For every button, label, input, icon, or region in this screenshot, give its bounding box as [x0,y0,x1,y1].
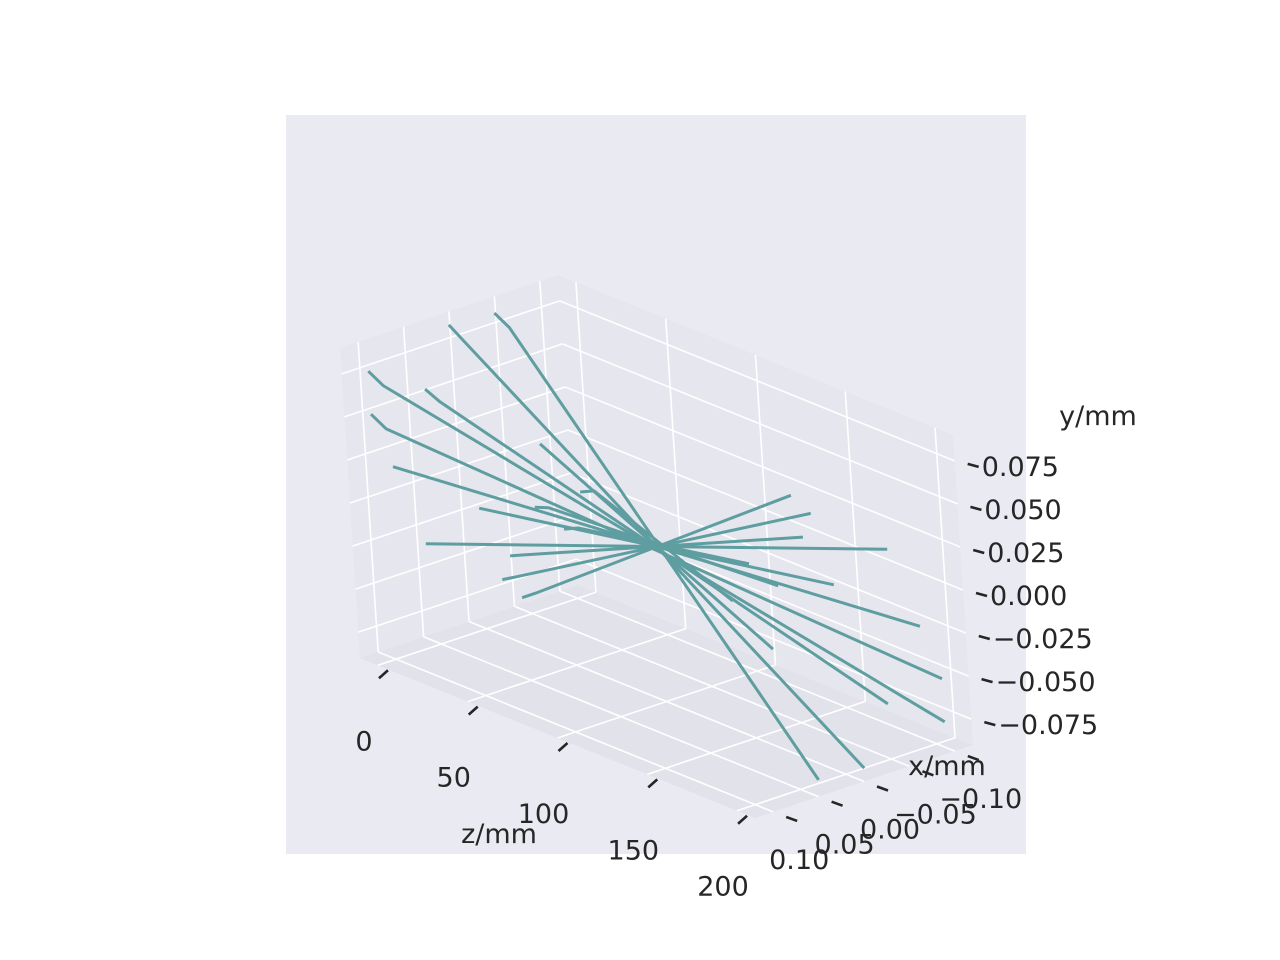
y-tick-label: 0.075 [982,452,1059,483]
grid-line [567,429,964,591]
series-line [369,413,943,681]
x-tick-mark [967,754,980,762]
grid-line [355,515,574,590]
series-line [425,542,888,551]
z-tick-label: 50 [437,763,471,794]
z-tick-mark [647,778,659,789]
y-tick-mark [975,591,988,598]
x-tick-mark [831,800,844,807]
y-tick-mark [978,634,991,641]
y-tick-label: −0.025 [993,624,1093,655]
y-tick-label: 0.050 [984,495,1061,526]
y-tick-mark [967,462,980,469]
y-tick-label: −0.050 [996,667,1096,698]
z-tick-mark [378,669,389,680]
series-line [534,505,779,588]
series-line [424,387,889,706]
x-tick-mark [921,770,934,777]
grid-line [352,472,572,547]
y-tick-mark [970,505,982,512]
grid-line [344,343,563,418]
grid-line [570,472,967,634]
grid-line [341,300,560,375]
y-tick-label: −0.075 [998,710,1098,741]
grid-line [514,605,910,768]
y-tick-label: 0.025 [987,538,1064,569]
z-tick-mark [557,742,569,752]
x-tick-label: 0.05 [815,830,875,861]
series-line [521,493,792,600]
x-tick-mark [785,815,798,823]
tick-labels: 0 50 100 150 200 −0.10−0.050.000.050.10 −0.075… [355,452,1098,903]
z-tick-label: 100 [518,799,570,830]
grid-line [564,386,961,548]
series-line [367,370,946,724]
grid-line [423,635,819,798]
z-tick-label: 150 [608,835,660,866]
grid-line [562,343,958,505]
series-line [509,535,803,558]
grid-line [559,300,955,462]
series-line [447,323,866,770]
x-axis-label: x/mm [908,751,986,782]
y-tick-mark [981,677,993,684]
z-tick-mark [467,705,479,716]
grid-line [468,620,865,783]
x-tick-label: 0.10 [769,845,829,876]
grid-line [346,386,566,461]
tick-marks [378,462,996,825]
y-tick-label: 0.000 [990,581,1067,612]
y-axis-label: y/mm [1059,401,1137,432]
z-tick-label: 0 [355,726,372,757]
grid-line [377,651,774,813]
y-tick-mark [983,720,996,727]
grid-line [349,429,569,504]
z-axis-label: z/mm [461,819,537,850]
x-tick-label: −0.10 [939,784,1022,815]
y-tick-mark [972,548,985,555]
series-line [580,489,734,603]
series-line [502,511,812,582]
grid-line [559,590,956,752]
z-tick-label: 200 [697,872,749,903]
series-line [493,312,820,781]
x-tick-label: −0.05 [894,799,977,830]
grid-line [576,558,972,720]
z-tick-mark [737,814,748,825]
x-tick-mark [876,785,889,792]
data-lines [367,312,946,781]
x-tick-label: 0.00 [860,815,920,846]
